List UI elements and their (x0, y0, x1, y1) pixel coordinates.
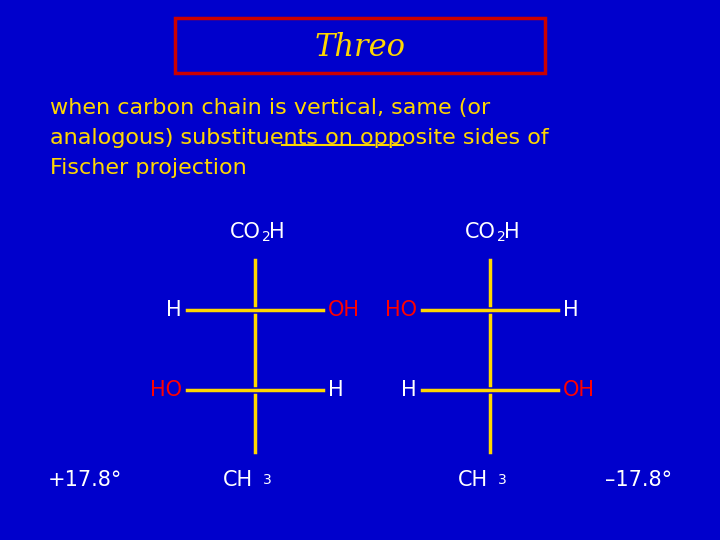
Text: when carbon chain is vertical, same (or: when carbon chain is vertical, same (or (50, 98, 490, 118)
Text: OH: OH (328, 300, 360, 320)
Text: analogous) substituents on opposite sides of: analogous) substituents on opposite side… (50, 128, 549, 148)
Text: H: H (166, 300, 182, 320)
Text: H: H (563, 300, 579, 320)
Text: H: H (401, 380, 417, 400)
Text: HO: HO (150, 380, 182, 400)
Text: Threo: Threo (315, 32, 405, 64)
Text: –17.8°: –17.8° (605, 470, 672, 490)
Text: CO: CO (230, 222, 261, 242)
Text: analogous) substituents on opposite sides of: analogous) substituents on opposite side… (50, 128, 549, 148)
FancyBboxPatch shape (175, 18, 545, 73)
Text: H: H (328, 380, 343, 400)
Text: 2: 2 (262, 230, 271, 244)
Text: 2: 2 (497, 230, 505, 244)
Text: H: H (504, 222, 520, 242)
Text: HO: HO (385, 300, 417, 320)
Text: OH: OH (563, 380, 595, 400)
Text: +17.8°: +17.8° (48, 470, 122, 490)
Text: 3: 3 (498, 473, 507, 487)
Text: Fischer projection: Fischer projection (50, 158, 247, 178)
Text: 3: 3 (263, 473, 271, 487)
Text: CH: CH (223, 470, 253, 490)
Text: CH: CH (458, 470, 488, 490)
Text: analogous) substituents on: analogous) substituents on (50, 128, 360, 148)
Text: CO: CO (464, 222, 495, 242)
Text: analogous) substituents on opposite sides: analogous) substituents on opposite side… (50, 128, 520, 148)
Text: H: H (269, 222, 284, 242)
